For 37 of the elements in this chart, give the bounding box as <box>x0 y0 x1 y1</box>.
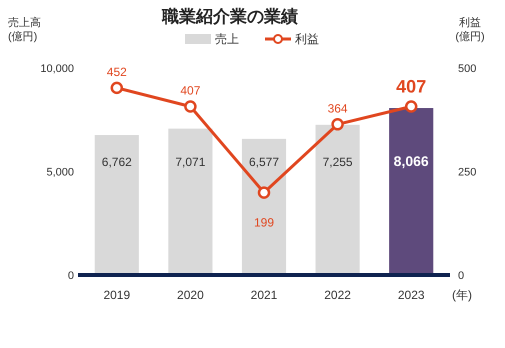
data-label: 199 <box>254 216 274 230</box>
x-tick-label: 2023 <box>398 288 425 302</box>
point <box>184 100 197 113</box>
y-tick-label: 0 <box>68 270 74 282</box>
data-label: 6,762 <box>102 155 132 170</box>
x-tick-label: 2021 <box>250 288 278 302</box>
bar <box>168 128 212 275</box>
bar <box>389 108 434 275</box>
legend-label: 利益 <box>295 32 319 46</box>
y2-tick-label: 0 <box>458 270 464 282</box>
y-tick-label: 5,000 <box>46 166 74 178</box>
x-tick-label: 2022 <box>324 288 352 302</box>
x-tick-label: 2020 <box>177 288 204 302</box>
bar <box>94 135 139 275</box>
data-label: 407 <box>180 84 201 98</box>
y-axis-title: 売上高 (億円) <box>8 16 41 43</box>
bar <box>316 124 360 275</box>
data-label: 6,577 <box>248 155 280 170</box>
point <box>331 118 344 131</box>
y2-tick-label: 500 <box>458 63 476 75</box>
y2-tick-label: 250 <box>458 166 476 178</box>
point <box>404 100 418 113</box>
point <box>110 82 124 94</box>
data-label: 452 <box>106 64 128 79</box>
point <box>258 186 270 199</box>
y2-axis-title: 利益 (億円) <box>455 16 485 43</box>
bar <box>242 138 286 275</box>
x-tick-label: 2019 <box>103 288 130 302</box>
data-label: 364 <box>328 101 348 116</box>
data-label: 7,071 <box>175 155 206 170</box>
data-label: 8,066 <box>394 153 429 170</box>
y-tick-label: 10,000 <box>40 63 74 75</box>
x-axis-title: (年) <box>452 288 472 302</box>
chart-title: 職業紹介業の業績 <box>161 7 298 26</box>
data-label: 407 <box>396 76 426 96</box>
legend-label: 売上 <box>215 32 239 46</box>
data-label: 7,255 <box>322 155 353 170</box>
